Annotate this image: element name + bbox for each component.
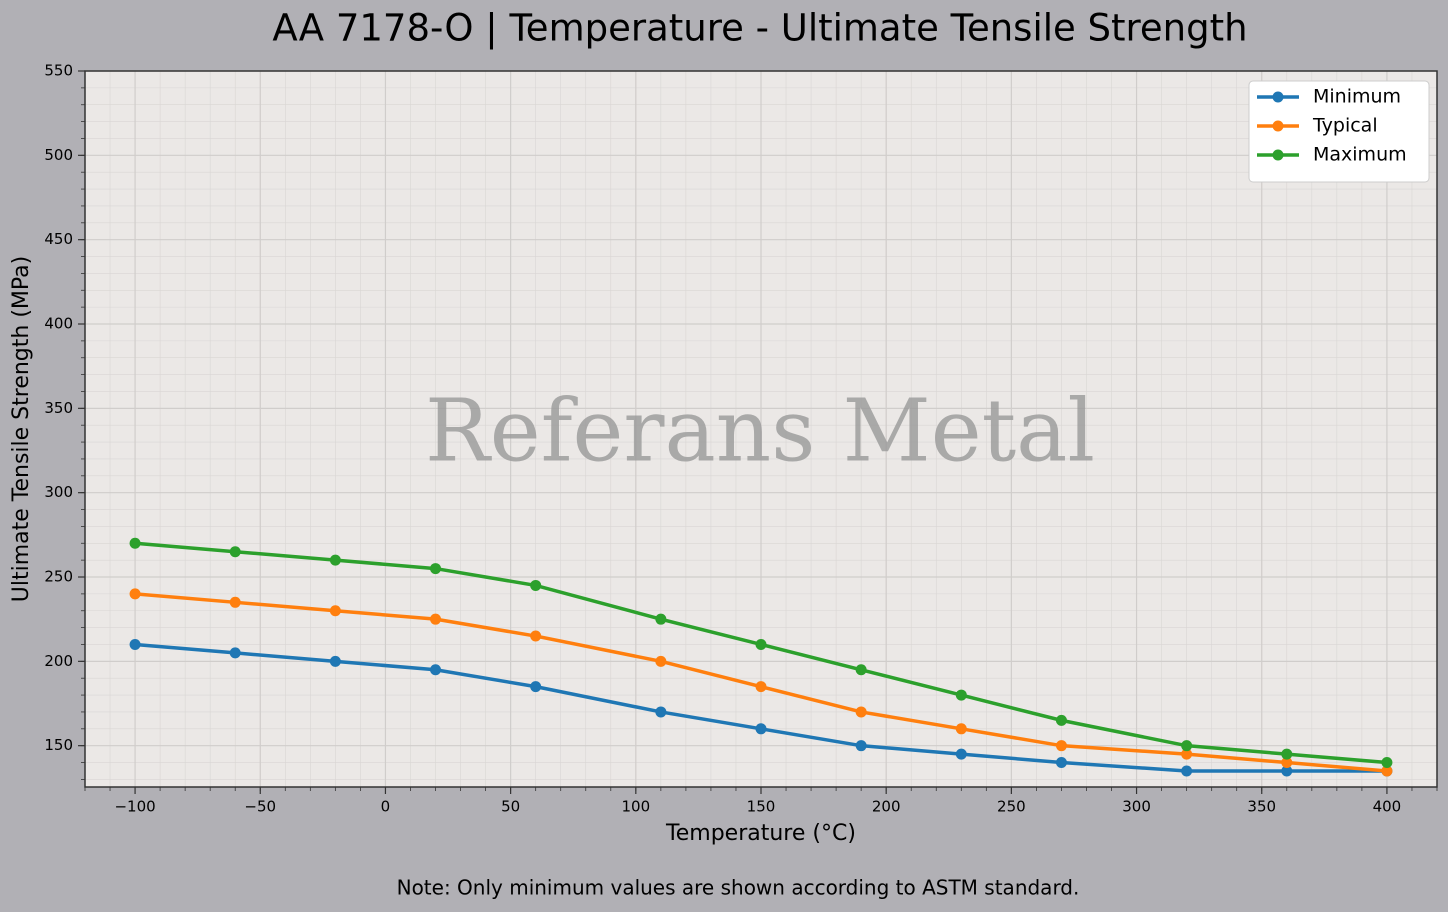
legend-marker: [1272, 120, 1284, 132]
data-point: [129, 638, 141, 650]
data-point: [755, 723, 767, 735]
y-tick-label: 150: [44, 736, 73, 754]
x-tick-label: 50: [501, 798, 520, 816]
y-tick-label: 450: [44, 230, 73, 248]
data-point: [129, 537, 141, 549]
data-point: [1055, 740, 1067, 752]
plot: [129, 537, 1393, 777]
data-point: [430, 664, 442, 676]
x-tick-label: −100: [114, 798, 155, 816]
data-point: [655, 655, 667, 667]
data-point: [530, 630, 542, 642]
chart-title: AA 7178-O | Temperature - Ultimate Tensi…: [272, 7, 1247, 50]
data-point: [430, 613, 442, 625]
x-tick-label: 100: [621, 798, 650, 816]
data-point: [855, 706, 867, 718]
data-point: [1281, 765, 1293, 777]
x-tick-label: 300: [1122, 798, 1151, 816]
y-tick-label: 300: [44, 483, 73, 501]
data-point: [530, 579, 542, 591]
data-point: [430, 563, 442, 575]
y-tick-label: 500: [44, 146, 73, 164]
data-point: [755, 681, 767, 693]
y-tick-label: 400: [44, 315, 73, 333]
data-point: [229, 546, 241, 558]
data-point: [855, 664, 867, 676]
legend-label: Maximum: [1313, 144, 1407, 166]
x-tick-label: 0: [381, 798, 391, 816]
data-point: [1381, 757, 1393, 769]
y-axis-label: Ultimate Tensile Strength (MPa): [9, 256, 34, 602]
data-point: [1181, 765, 1193, 777]
plot-frame: [84, 70, 1438, 788]
y-tick-label: 550: [44, 62, 73, 80]
data-point: [1281, 748, 1293, 760]
data-point: [955, 723, 967, 735]
legend-marker: [1272, 91, 1284, 103]
data-point: [1281, 757, 1293, 769]
y-tick-label: 200: [44, 652, 73, 670]
data-point: [855, 740, 867, 752]
data-point: [329, 605, 341, 617]
data-point: [955, 689, 967, 701]
data-point: [655, 706, 667, 718]
data-point: [1381, 765, 1393, 777]
grid: [78, 70, 1438, 794]
data-point: [955, 748, 967, 760]
data-point: [1055, 714, 1067, 726]
data-point: [229, 596, 241, 608]
data-point: [329, 655, 341, 667]
data-point: [755, 638, 767, 650]
x-tick-label: 200: [872, 798, 901, 816]
x-tick-label: 150: [747, 798, 776, 816]
legend-label: Minimum: [1313, 86, 1401, 108]
data-point: [129, 588, 141, 600]
data-point: [1181, 740, 1193, 752]
y-tick-label: 250: [44, 568, 73, 586]
x-tick-label: 250: [997, 798, 1026, 816]
x-axis-label: Temperature (°C): [665, 821, 856, 846]
x-tick-label: 350: [1247, 798, 1276, 816]
data-point: [655, 613, 667, 625]
data-point: [229, 647, 241, 659]
legend-marker: [1272, 149, 1284, 161]
x-tick-label: −50: [244, 798, 276, 816]
legend-label: Typical: [1312, 115, 1378, 137]
watermark: Referans Metal: [425, 382, 1095, 482]
x-tick-label: 400: [1373, 798, 1402, 816]
legend: Minimum Typical Maximum: [1248, 80, 1430, 183]
data-point: [329, 554, 341, 566]
data-point: [530, 681, 542, 693]
data-point: [1055, 757, 1067, 769]
y-tick-label: 350: [44, 399, 73, 417]
note: Note: Only minimum values are shown acco…: [397, 876, 1080, 900]
data-point: [1181, 748, 1193, 760]
